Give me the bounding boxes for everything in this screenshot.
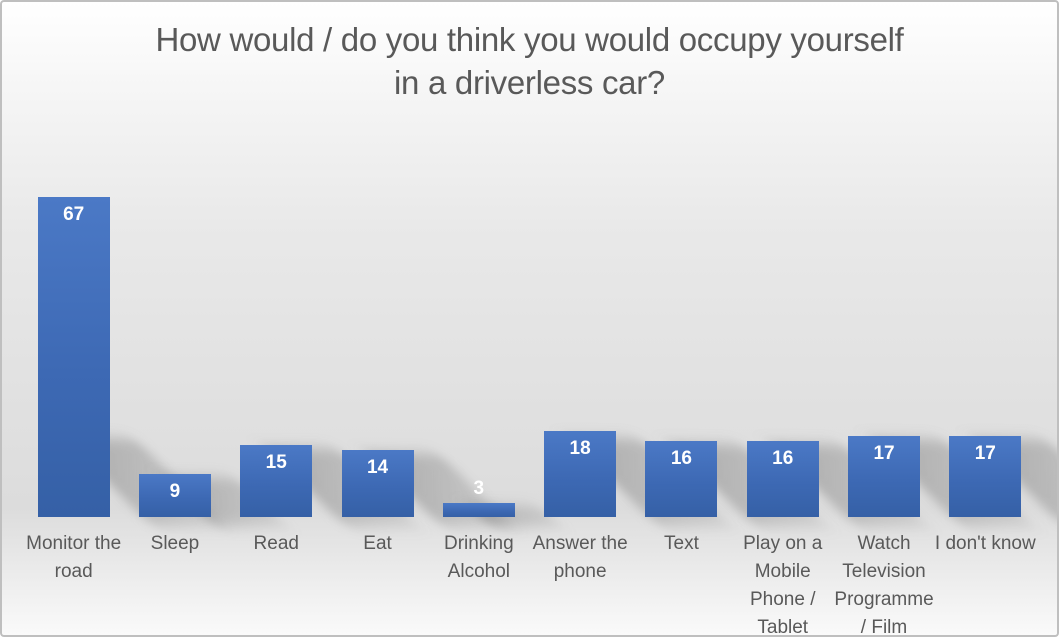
bar-slot: 18 [529, 187, 730, 526]
bar-slot: 17 [833, 187, 1033, 526]
bar-value-label: 67 [63, 204, 85, 225]
category-label-line: Read [253, 533, 299, 554]
category-label-line: Answer the [532, 533, 628, 554]
chart-title: How would / do you think you would occup… [2, 18, 1057, 104]
category-label-9: I don't know [935, 530, 1036, 558]
category-label-3: Eat [327, 530, 428, 558]
bar-1[interactable]: 9 [138, 474, 211, 517]
bar-slot: 67 [23, 187, 223, 526]
category-label-line: Alcohol [447, 561, 510, 582]
category-label-line: Text [664, 533, 699, 554]
bar-7[interactable]: 16 [746, 441, 819, 517]
bar-value-label: 17 [873, 443, 895, 464]
category-label-6: Text [631, 530, 732, 558]
category-axis: Monitor the road Sleep Read Eat Drinking Alcoh… [23, 530, 1036, 637]
category-label-line: road [54, 561, 93, 582]
bar-value-label: 9 [169, 481, 181, 502]
category-label-line: Sleep [150, 533, 200, 554]
category-label-8: Watch Television Programme / Film [833, 530, 934, 637]
category-label-line: phone [553, 561, 607, 582]
category-label-line: Monitor the [26, 533, 122, 554]
chart-title-line1: How would / do you think you would occup… [155, 21, 904, 58]
category-label-line: Watch [857, 533, 911, 554]
bar-3[interactable]: 14 [341, 450, 414, 517]
bar-value-label: 18 [569, 438, 591, 459]
bar-slot: 17 [935, 187, 1057, 526]
bar-value-label: 3 [473, 478, 485, 499]
bar-slot: 9 [124, 187, 286, 526]
category-label-line: Drinking [443, 533, 514, 554]
category-label-line: Phone / [749, 589, 816, 610]
bar-9[interactable]: 17 [949, 436, 1022, 517]
chart-title-line2: in a driverless car? [394, 64, 665, 101]
category-label-2: Read [226, 530, 327, 558]
bar-slot: 16 [631, 187, 825, 526]
category-label-line: Mobile [754, 561, 811, 582]
bar-0[interactable]: 67 [37, 197, 110, 517]
category-label-line: Programme [834, 589, 934, 610]
bar-value-label: 17 [974, 443, 996, 464]
plot-area: 67 9 15 14 3 18 16 16 17 17 [23, 187, 1057, 526]
bar-value-label: 15 [265, 452, 287, 473]
bar-value-label: 16 [772, 448, 794, 469]
bar-slot: 16 [732, 187, 927, 526]
category-label-line: Play on a [743, 533, 823, 554]
category-label-line: Television [842, 561, 926, 582]
bar-value-label: 14 [366, 457, 389, 478]
bar-4[interactable]: 3 [442, 478, 515, 517]
category-label-4: Drinking Alcohol [428, 530, 529, 586]
category-label-line: Eat [363, 533, 392, 554]
category-label-5: Answer the phone [529, 530, 630, 586]
bar-value-label: 16 [670, 448, 692, 469]
bar-2[interactable]: 15 [240, 445, 313, 517]
bar-slot: 14 [327, 187, 512, 526]
bar-8[interactable]: 17 [848, 436, 921, 517]
bar-slot: 3 [428, 187, 561, 526]
category-label-0: Monitor the road [23, 530, 124, 586]
bar-slot: 15 [226, 187, 416, 526]
category-label-1: Sleep [124, 530, 225, 558]
category-label-7: Play on a Mobile Phone / Tablet [732, 530, 833, 637]
category-label-line: I don't know [934, 533, 1036, 554]
bar-5[interactable]: 18 [544, 431, 617, 517]
category-label-line: Tablet [757, 617, 809, 637]
category-label-line: / Film [860, 617, 908, 637]
bar-6[interactable]: 16 [645, 441, 718, 517]
